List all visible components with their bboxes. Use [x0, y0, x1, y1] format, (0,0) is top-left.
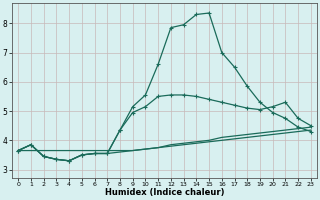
X-axis label: Humidex (Indice chaleur): Humidex (Indice chaleur) — [105, 188, 224, 197]
